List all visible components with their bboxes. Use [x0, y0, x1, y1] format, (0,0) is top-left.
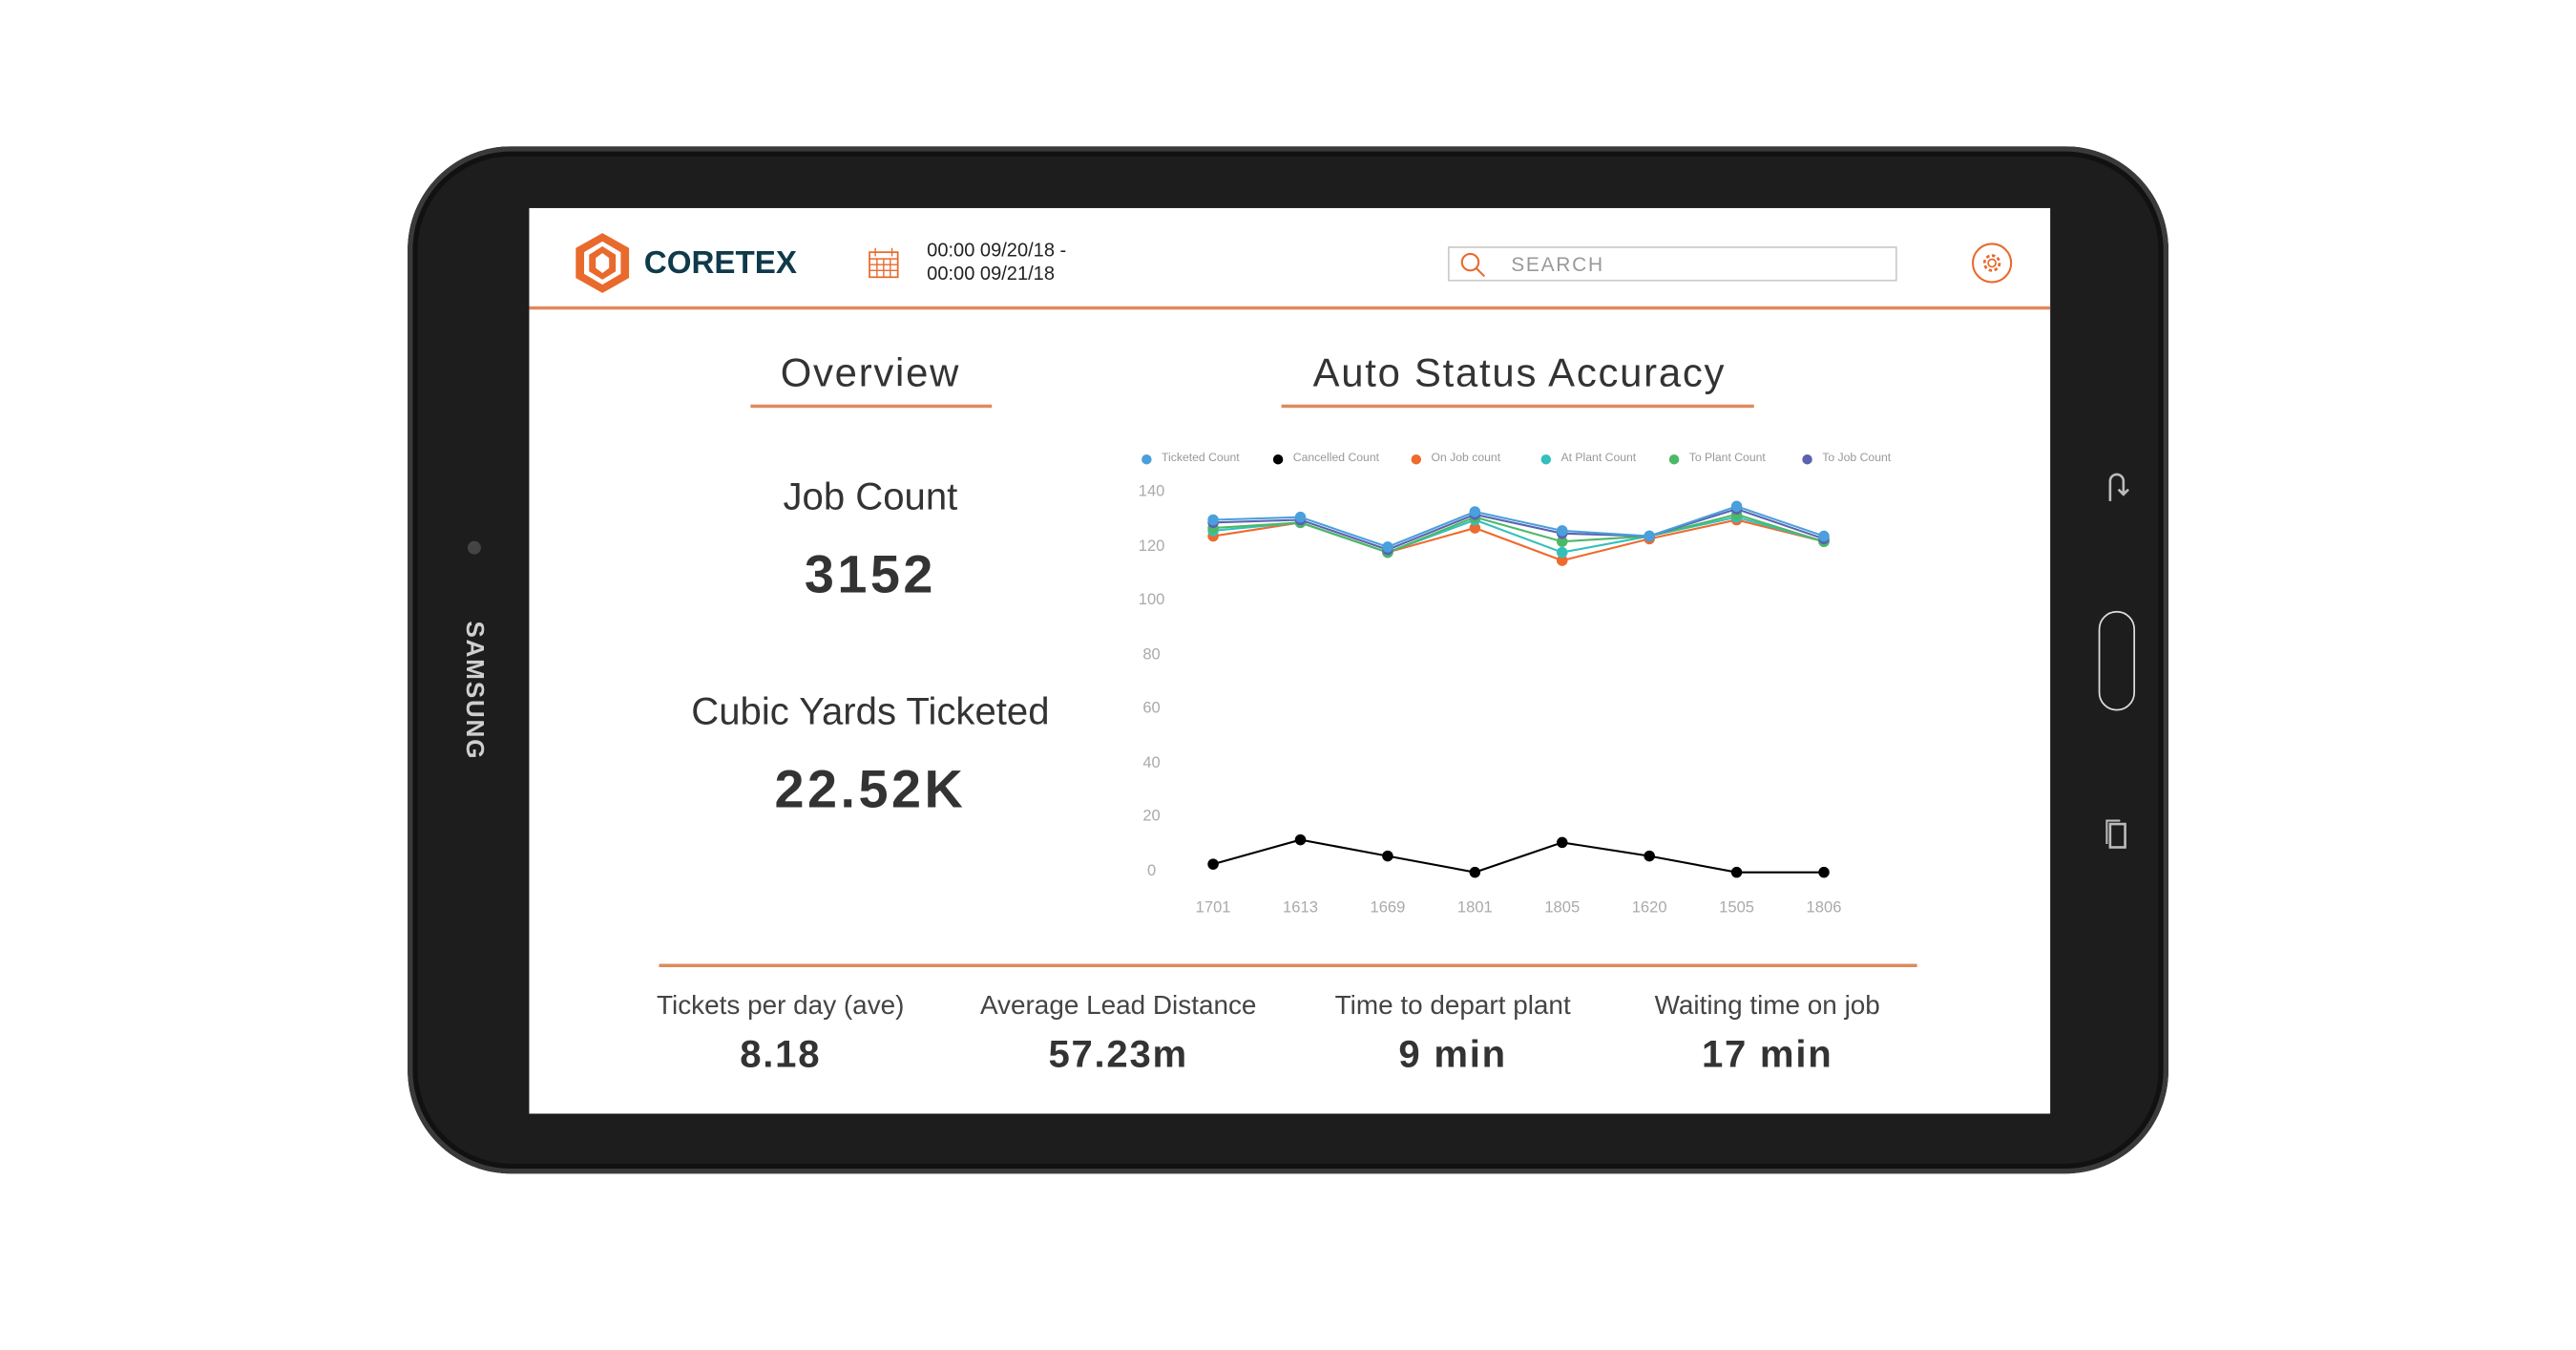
data-point[interactable] [1469, 522, 1481, 534]
recent-apps-icon[interactable] [2104, 817, 2130, 851]
data-point[interactable] [1556, 525, 1568, 537]
legend-label: At Plant Count [1560, 453, 1637, 465]
y-tick-label: 60 [1142, 699, 1161, 718]
series-line [1213, 508, 1825, 551]
series-line [1213, 513, 1825, 554]
legend-swatch [1272, 454, 1284, 464]
x-tick-label: 1701 [1195, 898, 1231, 918]
job-count-label: Job Count [783, 474, 958, 518]
overview-title: Overview [780, 350, 961, 396]
x-tick-label: 1801 [1456, 898, 1493, 918]
data-point[interactable] [1556, 836, 1568, 849]
stat-label: Average Lead Distance [979, 992, 1257, 1021]
data-point[interactable] [1644, 530, 1655, 542]
legend-item[interactable]: Ticketed Count [1141, 453, 1240, 464]
data-point[interactable] [1556, 555, 1568, 566]
stat-label: Tickets per day (ave) [657, 992, 905, 1021]
legend-swatch [1141, 454, 1152, 464]
data-point[interactable] [1382, 850, 1393, 862]
date-range-end[interactable]: 00:00 09/21/18 [927, 264, 1056, 285]
legend-item[interactable]: To Plant Count [1668, 453, 1766, 465]
data-point[interactable] [1294, 833, 1307, 846]
stat-value: 57.23m [1048, 1032, 1188, 1076]
app-screen [529, 207, 2051, 1114]
legend-swatch [1540, 454, 1552, 464]
cubic-yards-value: 22.52K [774, 759, 967, 819]
series-line [1212, 838, 1825, 874]
x-tick-label: 1505 [1719, 898, 1755, 918]
search-icon [1460, 252, 1486, 278]
gear-icon[interactable] [1970, 242, 2013, 285]
data-point[interactable] [1207, 514, 1219, 526]
data-point[interactable] [1818, 530, 1830, 542]
calendar-icon[interactable] [867, 246, 900, 280]
x-tick-label: 1806 [1806, 898, 1842, 918]
series-line [1213, 505, 1825, 549]
x-tick-label: 1669 [1370, 898, 1406, 918]
date-range-start[interactable]: 00:00 09/20/18 - [927, 241, 1067, 262]
y-tick-label: 100 [1138, 591, 1165, 610]
job-count-value: 3152 [804, 544, 936, 604]
legend-item[interactable]: To Job Count [1802, 453, 1891, 464]
legend-item[interactable]: Cancelled Count [1272, 453, 1380, 465]
series-line [1212, 518, 1825, 562]
header-divider [529, 306, 2051, 309]
search-placeholder: SEARCH [1511, 253, 1604, 277]
stats-divider [659, 963, 1917, 967]
data-point[interactable] [1294, 511, 1307, 523]
series-cancelled-count [1207, 833, 1830, 878]
data-point[interactable] [1382, 541, 1393, 553]
coretex-logo-icon [576, 233, 630, 293]
x-tick-label: 1613 [1283, 898, 1318, 918]
data-point[interactable] [1730, 866, 1743, 878]
chart-title-underline [1281, 404, 1754, 408]
stat-value: 9 min [1398, 1032, 1507, 1076]
data-point[interactable] [1556, 536, 1568, 547]
overview-underline [750, 404, 993, 408]
y-tick-label: 20 [1142, 808, 1161, 827]
y-tick-label: 120 [1138, 537, 1165, 556]
y-tick-label: 140 [1138, 482, 1165, 501]
data-point[interactable] [1207, 858, 1219, 870]
data-point[interactable] [1556, 546, 1568, 559]
legend-swatch [1668, 454, 1680, 464]
logo-text: CORETEX [643, 246, 797, 282]
stat-label: Waiting time on job [1654, 992, 1880, 1021]
y-tick-label: 40 [1142, 753, 1161, 772]
stat-value: 8.18 [740, 1032, 822, 1076]
search-input[interactable]: SEARCH [1447, 246, 1897, 282]
x-tick-label: 1620 [1631, 898, 1667, 918]
stat-label: Time to depart plant [1334, 992, 1571, 1021]
chart-title: Auto Status Accuracy [1312, 350, 1727, 396]
data-point[interactable] [1818, 866, 1830, 878]
series-ticketed-count [1207, 500, 1830, 553]
legend-swatch [1411, 454, 1422, 464]
data-point[interactable] [1730, 500, 1743, 513]
cubic-yards-label: Cubic Yards Ticketed [691, 688, 1050, 733]
y-tick-label: 80 [1142, 644, 1161, 664]
front-camera [467, 540, 481, 555]
legend-label: On Job count [1431, 453, 1501, 465]
data-point[interactable] [1469, 506, 1481, 517]
chart-legend: Ticketed Count Cancelled Count On Job coun… [1141, 453, 1907, 473]
home-button[interactable] [2098, 610, 2136, 711]
y-tick-label: 0 [1146, 862, 1157, 881]
legend-item[interactable]: On Job count [1411, 453, 1501, 465]
legend-item[interactable]: At Plant Count [1540, 453, 1637, 465]
legend-label: Ticketed Count [1162, 453, 1240, 465]
data-point[interactable] [1469, 866, 1481, 878]
back-icon[interactable] [2104, 471, 2130, 504]
legend-label: To Job Count [1822, 453, 1892, 465]
legend-label: To Plant Count [1688, 453, 1766, 465]
legend-swatch [1802, 454, 1812, 464]
data-point[interactable] [1644, 850, 1655, 862]
stat-value: 17 min [1701, 1032, 1833, 1076]
x-tick-label: 1805 [1544, 898, 1581, 918]
legend-label: Cancelled Count [1292, 453, 1380, 465]
